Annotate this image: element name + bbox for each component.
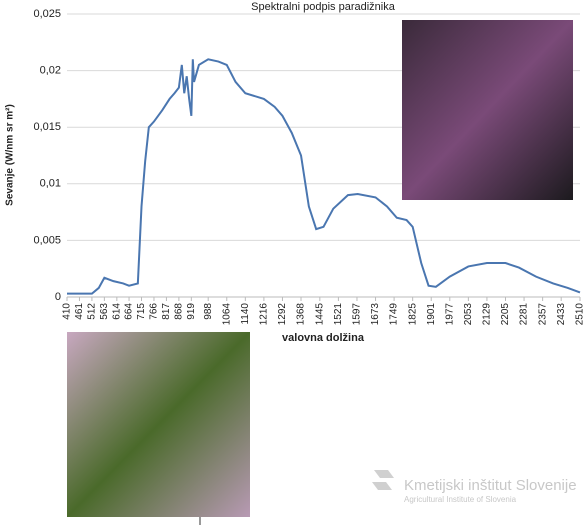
x-tick-label: 410 bbox=[62, 303, 73, 320]
logo-icon bbox=[372, 470, 394, 490]
x-tick-label: 2510 bbox=[575, 303, 586, 326]
photo bbox=[67, 332, 250, 517]
x-tick-label: 1521 bbox=[333, 303, 344, 326]
x-tick-label: 2281 bbox=[519, 303, 530, 326]
x-tick-label: 1368 bbox=[296, 303, 307, 326]
x-tick-label: 614 bbox=[111, 303, 122, 320]
logo-subtitle: Agricultural Institute of Slovenia bbox=[404, 495, 517, 504]
x-tick-label: 1977 bbox=[444, 303, 455, 326]
chart-title: Spektralni podpis paradižnika bbox=[251, 1, 396, 13]
x-tick-label: 563 bbox=[99, 303, 110, 320]
x-tick-label: 1064 bbox=[221, 303, 232, 326]
x-tick-label: 1749 bbox=[389, 303, 400, 326]
x-tick-label: 868 bbox=[174, 303, 185, 320]
x-tick-label: 1825 bbox=[407, 303, 418, 326]
y-tick-label: 0,015 bbox=[33, 121, 61, 133]
x-tick-label: 461 bbox=[74, 303, 85, 320]
y-tick-label: 0,02 bbox=[40, 65, 61, 77]
x-tick-label: 512 bbox=[87, 303, 98, 320]
y-axis-title: Sevanje (W/nm sr m²) bbox=[5, 104, 16, 206]
x-tick-label: 1901 bbox=[426, 303, 437, 326]
y-tick-label: 0,025 bbox=[33, 8, 61, 20]
x-tick-label: 2433 bbox=[556, 303, 567, 326]
x-tick-label: 817 bbox=[161, 303, 172, 320]
x-tick-label: 1216 bbox=[259, 303, 270, 326]
x-tick-label: 1445 bbox=[314, 303, 325, 326]
x-tick-label: 988 bbox=[203, 303, 214, 320]
x-tick-label: 2205 bbox=[500, 303, 511, 326]
x-tick-label: 1292 bbox=[277, 303, 288, 326]
y-tick-label: 0,01 bbox=[40, 178, 61, 190]
y-tick-label: 0 bbox=[55, 291, 61, 303]
x-tick-label: 715 bbox=[136, 303, 147, 320]
x-tick-label: 1140 bbox=[240, 303, 251, 325]
x-tick-label: 2053 bbox=[463, 303, 474, 326]
x-axis-title: valovna dolžina bbox=[282, 332, 365, 344]
x-tick-label: 1673 bbox=[370, 303, 381, 326]
logo-name: Kmetijski inštitut Slovenije bbox=[404, 477, 577, 494]
x-tick-label: 1597 bbox=[352, 303, 363, 326]
y-tick-label: 0,005 bbox=[33, 234, 61, 246]
x-tick-label: 766 bbox=[149, 303, 160, 320]
x-tick-label: 2129 bbox=[482, 303, 493, 326]
x-tick-label: 919 bbox=[186, 303, 197, 320]
line bbox=[67, 58, 581, 295]
x-tick-label: 664 bbox=[124, 303, 135, 320]
x-tick-label: 2357 bbox=[537, 303, 548, 326]
photo bbox=[402, 20, 573, 200]
